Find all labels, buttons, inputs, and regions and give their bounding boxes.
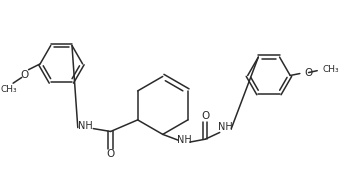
Text: NH: NH: [218, 122, 233, 132]
Text: O: O: [106, 149, 115, 159]
Text: O: O: [305, 68, 313, 78]
Text: CH₃: CH₃: [1, 85, 18, 93]
Text: NH: NH: [177, 135, 191, 145]
Text: CH₃: CH₃: [322, 65, 339, 74]
Text: O: O: [21, 70, 29, 80]
Text: O: O: [201, 111, 210, 121]
Text: NH: NH: [78, 121, 93, 131]
